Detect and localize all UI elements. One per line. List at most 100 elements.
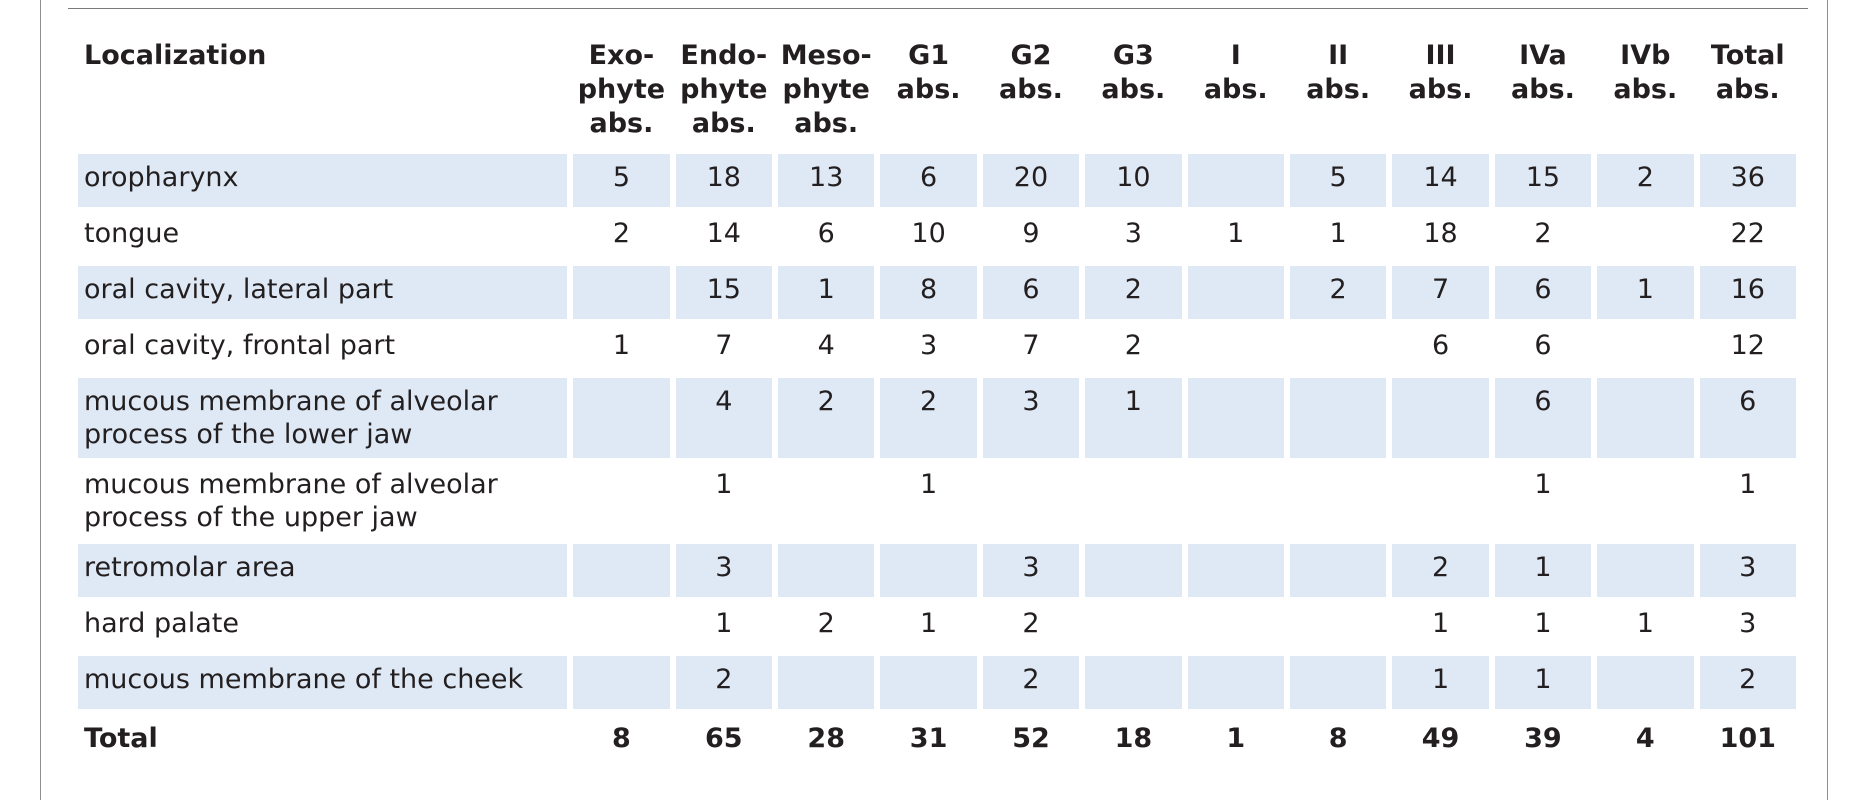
table-cell xyxy=(1187,656,1284,709)
table-cell: 6 xyxy=(1494,378,1592,458)
table-cell xyxy=(1187,154,1284,207)
table-cell xyxy=(1597,322,1693,375)
table-row: oral cavity, frontal part 1 7 4 3 7 2 6 6 12 xyxy=(78,322,1796,375)
table-cell xyxy=(573,378,670,458)
table-cell xyxy=(1290,322,1386,375)
table-cell: 6 xyxy=(880,154,977,207)
table-cell: 7 xyxy=(715,330,733,361)
table-cell: 10 xyxy=(1085,154,1182,207)
table-cell: 2 xyxy=(1699,656,1796,709)
table-cell: 101 xyxy=(1719,723,1776,754)
table-cell: 1 xyxy=(919,469,938,500)
table-cell: 7 xyxy=(1022,330,1040,361)
table-cell: 1 xyxy=(1329,218,1347,249)
column-header-localization: Localization xyxy=(84,40,267,71)
table-cell: 14 xyxy=(706,218,741,249)
table-cell: 8 xyxy=(880,266,977,319)
table-cell: 4 xyxy=(675,378,772,458)
table-cell: 15 xyxy=(1494,154,1592,207)
table-cell: 2 xyxy=(1085,266,1182,319)
table-cell: 3 xyxy=(919,330,938,361)
table-cell xyxy=(1289,656,1387,709)
table-cell: 22 xyxy=(1730,218,1765,249)
table-cell: 16 xyxy=(1699,266,1796,319)
table-cell xyxy=(880,656,977,709)
table-cell: 1 xyxy=(1597,266,1694,319)
table-cell xyxy=(880,544,977,597)
table-cell: 13 xyxy=(778,154,875,207)
table-cell xyxy=(573,544,670,597)
table-cell xyxy=(1290,600,1386,653)
table-cell xyxy=(1597,210,1693,263)
table-cell: 65 xyxy=(705,723,743,754)
table-cell xyxy=(1289,544,1387,597)
table-cell xyxy=(1289,378,1387,458)
table-cell xyxy=(778,461,874,541)
table-cell xyxy=(1085,656,1182,709)
column-header-2: Endo-phyte abs. xyxy=(680,40,768,139)
table-cell: 28 xyxy=(807,723,845,754)
table-cell: 2 xyxy=(1289,266,1387,319)
table-cell: 9 xyxy=(1022,218,1040,249)
table-cell: 2 xyxy=(982,656,1080,709)
row-label: mucous membrane of alveolar process of th… xyxy=(84,469,498,533)
table-cell: 18 xyxy=(1114,723,1153,754)
table-cell xyxy=(1187,544,1284,597)
column-header-1: Exo-phyte abs. xyxy=(577,40,666,139)
table-cell xyxy=(778,656,875,709)
table-cell: 2 xyxy=(880,378,977,458)
table-cell: 2 xyxy=(1597,154,1694,207)
table-cell: 4 xyxy=(1635,723,1655,754)
column-header-8: II abs. xyxy=(1306,40,1371,105)
table-cell: 3 xyxy=(982,378,1080,458)
table-cell: 18 xyxy=(1423,218,1458,249)
table-cell: 7 xyxy=(1392,266,1489,319)
table-cell: 36 xyxy=(1699,154,1796,207)
row-label: oral cavity, lateral part xyxy=(78,266,568,319)
table-row: tongue 2 14 6 10 9 3 1 1 18 2 22 xyxy=(78,210,1796,263)
table-cell: 3 xyxy=(1699,544,1796,597)
table-cell: 3 xyxy=(675,544,772,597)
table-cell: 3 xyxy=(1739,608,1757,639)
table-cell: 1 xyxy=(1085,378,1182,458)
table-cell xyxy=(1392,378,1489,458)
table-cell xyxy=(1188,600,1284,653)
table-cell: 18 xyxy=(675,154,772,207)
table-cell: 6 xyxy=(1699,378,1796,458)
table-cell: 15 xyxy=(675,266,772,319)
table-cell: 8 xyxy=(1328,723,1348,754)
table-cell: 1 xyxy=(612,330,630,361)
row-label: mucous membrane of the cheek xyxy=(78,656,568,709)
row-label: hard palate xyxy=(84,608,239,639)
table-cell xyxy=(1188,461,1284,541)
table-cell: 2 xyxy=(1124,330,1142,361)
table-cell xyxy=(1188,322,1284,375)
column-header-3: Meso-phyte abs. xyxy=(780,40,872,139)
row-label: Total xyxy=(84,723,158,754)
top-rule xyxy=(68,8,1808,9)
table-cell xyxy=(573,266,670,319)
table-cell: 1 xyxy=(1636,608,1654,639)
table-cell: 6 xyxy=(1534,330,1552,361)
header-row: Localization Exo-phyte abs. Endo-phyte abs. M… xyxy=(78,35,1796,151)
page-frame xyxy=(40,0,1828,800)
table-row: mucous membrane of alveolar process of th… xyxy=(78,378,1796,458)
table-cell: 1 xyxy=(1494,656,1592,709)
table-cell xyxy=(1085,461,1181,541)
table-cell xyxy=(1392,461,1488,541)
table-cell: 49 xyxy=(1421,723,1460,754)
table-cell: 1 xyxy=(1739,469,1757,500)
table-cell: 1 xyxy=(1431,608,1450,639)
table-cell: 1 xyxy=(778,266,875,319)
localization-table: Localization Exo-phyte abs. Endo-phyte abs. M… xyxy=(72,32,1802,765)
table-cell: 3 xyxy=(1124,218,1142,249)
table-cell: 2 xyxy=(817,608,835,639)
table-cell xyxy=(1085,600,1181,653)
table-cell: 1 xyxy=(919,608,938,639)
table-cell: 2 xyxy=(675,656,772,709)
table-cell xyxy=(1597,544,1694,597)
table-cell xyxy=(1597,656,1694,709)
table-body: oropharynx 5 18 13 6 20 10 5 14 15 2 36 tongue 2 14 6 10… xyxy=(78,154,1796,762)
table-cell: 31 xyxy=(909,723,948,754)
column-header-9: III abs. xyxy=(1408,40,1473,105)
